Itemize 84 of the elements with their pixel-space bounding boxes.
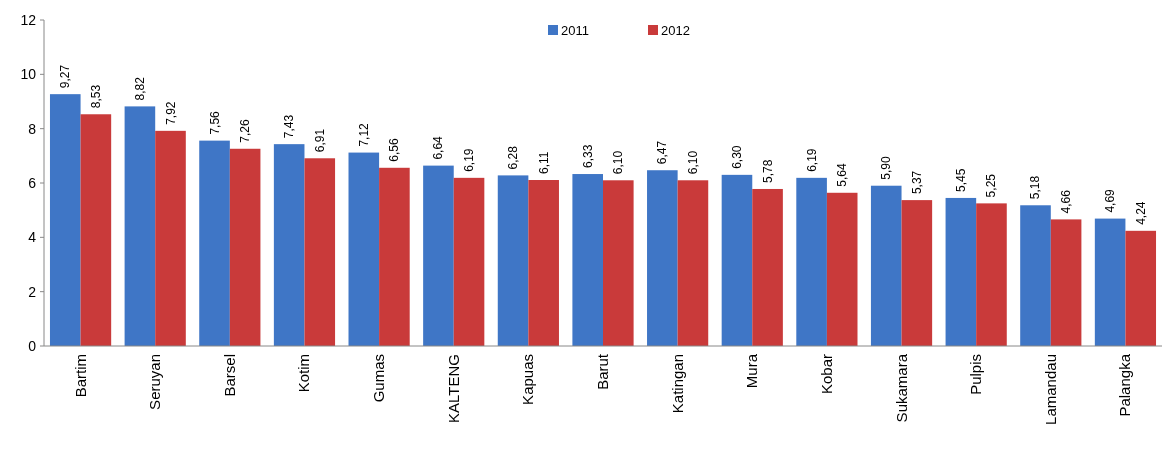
data-label: 6,30	[729, 145, 744, 169]
data-label: 6,28	[506, 145, 521, 170]
bar	[199, 140, 230, 346]
data-label: 4,66	[1059, 189, 1074, 214]
bar	[124, 106, 156, 346]
data-label: 6,56	[387, 138, 402, 162]
data-label: 6,19	[804, 148, 819, 172]
bar	[379, 167, 410, 346]
bar	[752, 188, 783, 346]
legend-label: 2011	[561, 22, 589, 38]
bar	[497, 175, 529, 346]
x-tick-label: Barut	[594, 353, 611, 390]
bar	[976, 203, 1007, 346]
bar	[49, 94, 81, 346]
data-label: 7,56	[207, 110, 222, 135]
data-label: 9,27	[58, 64, 73, 89]
bar	[647, 170, 678, 346]
data-label: 5,37	[909, 170, 924, 195]
x-tick-label: Bartim	[71, 354, 89, 398]
bar	[304, 158, 336, 346]
x-tick-label: Kobar	[817, 354, 835, 395]
x-tick-label: Kapuas	[519, 354, 537, 405]
bar	[423, 165, 454, 346]
data-label: 4,24	[1133, 201, 1148, 225]
x-tick-label: Mura	[743, 353, 761, 389]
x-tick-label: Barsel	[220, 354, 238, 397]
y-tick-label: 4	[28, 229, 37, 246]
bar	[80, 114, 112, 346]
data-label: 5,18	[1028, 175, 1043, 200]
bar	[1020, 205, 1051, 346]
y-tick-label: 12	[20, 11, 37, 28]
bar	[572, 174, 603, 346]
legend-label: 2012	[661, 22, 690, 38]
bar	[453, 177, 485, 346]
y-tick-label: 0	[28, 337, 37, 354]
data-label: 6,47	[655, 140, 670, 165]
data-label: 5,25	[984, 173, 999, 198]
data-label: 5,64	[835, 163, 850, 187]
x-tick-label: KALTENG	[444, 354, 462, 423]
bar	[1125, 230, 1157, 346]
data-label: 7,43	[282, 114, 297, 139]
data-label: 5,90	[879, 156, 894, 180]
data-label: 7,26	[238, 119, 253, 143]
bar	[870, 185, 902, 346]
data-label: 7,12	[356, 122, 371, 147]
bar	[796, 177, 827, 346]
data-label: 8,53	[88, 84, 103, 109]
data-label: 6,10	[685, 150, 700, 175]
bar	[229, 148, 261, 346]
data-label: 5,78	[760, 159, 775, 183]
bar	[677, 180, 709, 346]
y-tick-label: 8	[28, 120, 37, 137]
data-label: 6,10	[611, 150, 626, 175]
bar	[155, 130, 186, 346]
x-tick-label: Kotim	[295, 354, 313, 393]
data-label: 6,19	[462, 148, 477, 172]
y-tick-label: 6	[28, 174, 37, 191]
data-label: 4,69	[1103, 188, 1118, 213]
data-label: 6,91	[312, 128, 327, 153]
x-tick-label: Seruyan	[146, 354, 164, 410]
y-tick-label: 10	[20, 66, 37, 83]
bar	[528, 180, 559, 346]
x-tick-label: Katingan	[668, 354, 686, 414]
data-label: 6,64	[431, 135, 446, 160]
bar	[901, 200, 933, 346]
bar	[721, 174, 753, 346]
data-label: 5,45	[953, 168, 968, 192]
x-tick-label: Gumas	[370, 354, 388, 403]
x-tick-label: Lamandau	[1041, 354, 1059, 425]
data-label: 6,11	[536, 151, 551, 175]
bar	[273, 144, 305, 346]
y-tick-label: 2	[28, 283, 37, 300]
bar	[348, 152, 380, 346]
x-tick-label: Sukamara	[892, 353, 910, 423]
bar	[603, 180, 634, 346]
data-label: 7,92	[163, 101, 178, 125]
bar	[1050, 219, 1082, 346]
bar	[945, 197, 977, 346]
bar	[1094, 218, 1126, 346]
bar	[826, 192, 858, 346]
data-label: 8,82	[132, 76, 147, 101]
x-tick-label: Palangka	[1116, 353, 1134, 417]
data-label: 6,33	[580, 144, 595, 169]
x-tick-label: Pulpis	[967, 354, 985, 395]
